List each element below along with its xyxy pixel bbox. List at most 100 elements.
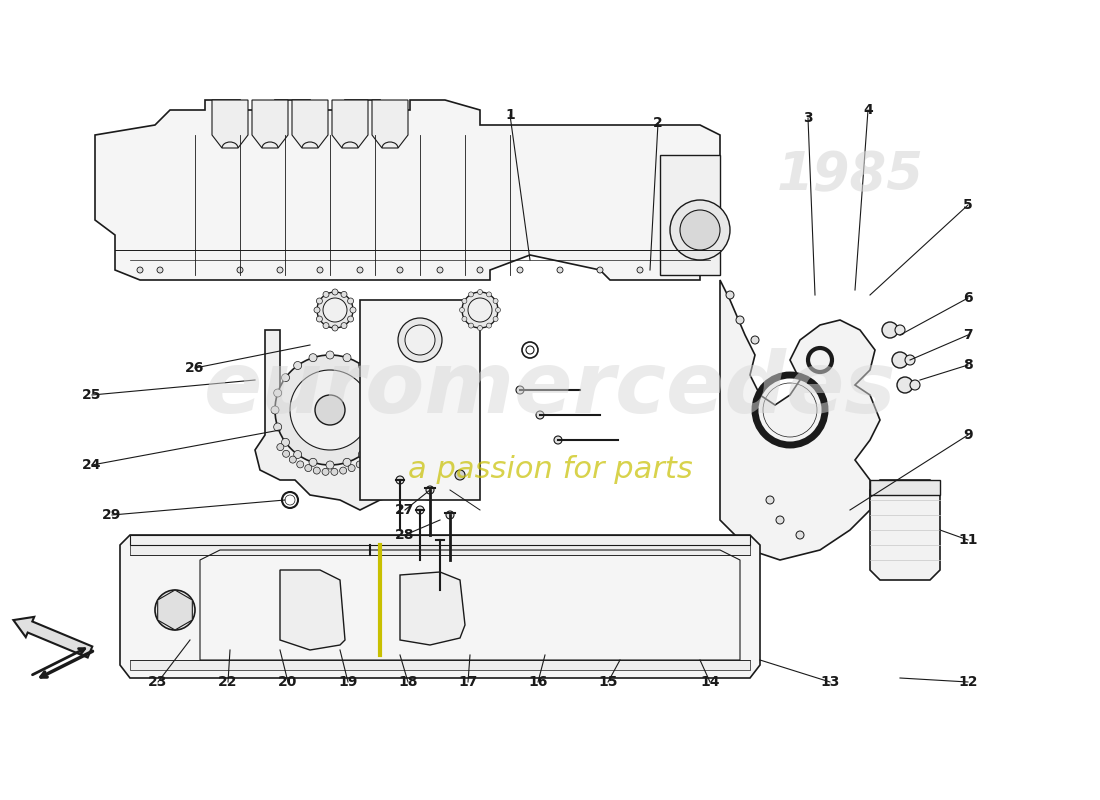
Polygon shape	[870, 480, 940, 580]
Text: 6: 6	[964, 291, 972, 305]
Circle shape	[350, 307, 356, 313]
Polygon shape	[280, 570, 345, 650]
Text: 3: 3	[803, 111, 813, 125]
Circle shape	[290, 370, 370, 450]
Circle shape	[371, 438, 378, 446]
Polygon shape	[332, 100, 368, 148]
Circle shape	[323, 291, 329, 298]
Circle shape	[348, 465, 355, 472]
Circle shape	[282, 374, 289, 382]
Polygon shape	[400, 572, 465, 645]
Circle shape	[486, 323, 492, 328]
Text: 22: 22	[218, 675, 238, 689]
Circle shape	[469, 292, 473, 297]
Circle shape	[381, 436, 388, 443]
Text: 23: 23	[148, 675, 167, 689]
Circle shape	[275, 355, 385, 465]
Circle shape	[317, 292, 353, 328]
Circle shape	[477, 290, 483, 294]
Circle shape	[309, 458, 317, 466]
Text: a passion for parts: a passion for parts	[408, 455, 692, 485]
Circle shape	[138, 267, 143, 273]
Circle shape	[277, 267, 283, 273]
Polygon shape	[212, 100, 248, 148]
Circle shape	[460, 307, 464, 313]
Circle shape	[314, 307, 320, 313]
Text: 9: 9	[964, 428, 972, 442]
Circle shape	[359, 450, 366, 458]
Circle shape	[317, 267, 323, 273]
Circle shape	[396, 476, 404, 484]
Text: 12: 12	[958, 675, 978, 689]
Text: 8: 8	[964, 358, 972, 372]
Text: 14: 14	[701, 675, 719, 689]
Polygon shape	[95, 100, 721, 280]
Circle shape	[416, 506, 424, 514]
Circle shape	[283, 450, 289, 458]
Text: 15: 15	[598, 675, 618, 689]
Polygon shape	[292, 100, 328, 148]
Text: 7: 7	[964, 328, 972, 342]
Circle shape	[477, 267, 483, 273]
Circle shape	[468, 298, 492, 322]
Circle shape	[348, 298, 353, 304]
Text: 19: 19	[339, 675, 358, 689]
Circle shape	[554, 436, 562, 444]
Circle shape	[637, 267, 644, 273]
Text: 2: 2	[653, 116, 663, 130]
Circle shape	[517, 267, 522, 273]
Circle shape	[405, 325, 435, 355]
Circle shape	[282, 438, 289, 446]
Text: 11: 11	[958, 533, 978, 547]
Circle shape	[294, 362, 301, 370]
Circle shape	[486, 292, 492, 297]
Bar	[130, 545, 750, 555]
Circle shape	[359, 362, 366, 370]
Text: 17: 17	[459, 675, 477, 689]
Circle shape	[796, 531, 804, 539]
Circle shape	[751, 336, 759, 344]
Circle shape	[381, 406, 389, 414]
Circle shape	[274, 423, 282, 431]
Text: 1985: 1985	[777, 149, 924, 201]
Circle shape	[341, 322, 346, 329]
Text: 4: 4	[864, 103, 873, 117]
Circle shape	[364, 456, 371, 463]
Text: 1: 1	[505, 108, 515, 122]
Circle shape	[462, 298, 466, 303]
Circle shape	[426, 486, 434, 494]
Text: 16: 16	[528, 675, 548, 689]
Circle shape	[776, 516, 784, 524]
Polygon shape	[255, 330, 460, 510]
Bar	[360, 300, 480, 500]
Circle shape	[892, 352, 907, 368]
Polygon shape	[372, 100, 408, 148]
Circle shape	[317, 316, 322, 322]
Text: 29: 29	[102, 508, 122, 522]
Circle shape	[378, 389, 386, 397]
Circle shape	[436, 536, 444, 544]
Circle shape	[322, 468, 329, 475]
Circle shape	[397, 267, 403, 273]
Circle shape	[437, 267, 443, 273]
Circle shape	[317, 298, 322, 304]
Circle shape	[493, 298, 498, 303]
Circle shape	[477, 326, 483, 330]
Circle shape	[398, 318, 442, 362]
Circle shape	[516, 386, 524, 394]
Circle shape	[376, 444, 383, 450]
Circle shape	[676, 267, 683, 273]
Circle shape	[356, 461, 363, 468]
Circle shape	[161, 596, 189, 624]
Circle shape	[294, 450, 301, 458]
Circle shape	[493, 317, 498, 322]
Circle shape	[371, 374, 378, 382]
Circle shape	[271, 406, 279, 414]
Circle shape	[371, 450, 377, 458]
Polygon shape	[157, 590, 192, 630]
Circle shape	[236, 267, 243, 273]
Circle shape	[332, 325, 338, 331]
Text: euromercedes: euromercedes	[204, 349, 896, 431]
Circle shape	[340, 467, 346, 474]
Circle shape	[348, 316, 353, 322]
